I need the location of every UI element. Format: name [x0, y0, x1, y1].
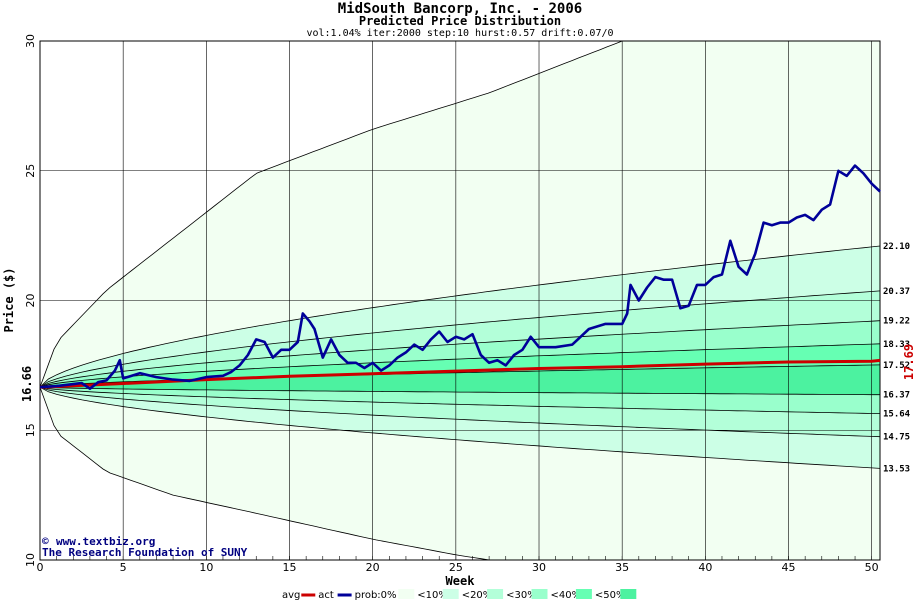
legend-swatch-6: [575, 589, 592, 599]
right-label-22.10: 22.10: [883, 242, 910, 252]
right-label-14.75: 14.75: [883, 433, 910, 443]
percentile-line-0: [40, 386, 880, 469]
right-label-20.37: 20.37: [883, 287, 910, 297]
right-label-16.37: 16.37: [883, 391, 910, 401]
y-tick-10: 10: [24, 553, 37, 567]
right-label-19.22: 19.22: [883, 317, 910, 327]
x-tick-5: 5: [120, 561, 127, 574]
y-axis-label: Price ($): [2, 267, 16, 332]
percentile-line-8: [40, 245, 880, 388]
legend-label-1: act: [318, 590, 334, 600]
end-price-label: 17.69: [902, 344, 916, 380]
legend-label-2: prob:0%: [355, 590, 397, 600]
chart-subtitle: Predicted Price Distribution: [359, 14, 561, 28]
percentile-line-3: [40, 386, 880, 396]
chart-params: vol:1.04% iter:2000 step:10 hurst:0.57 d…: [306, 28, 613, 39]
credit-org: The Research Foundation of SUNY: [42, 546, 248, 559]
percentile-line-2: [40, 386, 880, 414]
legend-swatch-3: [442, 589, 459, 599]
x-tick-40: 40: [698, 561, 712, 574]
x-tick-35: 35: [615, 561, 629, 574]
lower-extreme-line: [40, 387, 492, 560]
grid-lines: [39, 40, 881, 561]
x-axis-label: Week: [446, 574, 476, 588]
band-50: [40, 364, 880, 395]
legend: avg act prob:0% <10% <20% <30% <40% <50%: [282, 589, 637, 600]
right-label-18.33: 18.33: [883, 340, 910, 350]
legend-swatch-5: [531, 589, 548, 599]
legend-label-0: avg: [282, 590, 300, 600]
chart-title: MidSouth Bancorp, Inc. - 2006: [338, 1, 582, 17]
legend-swatch-2: [398, 589, 415, 599]
plot-border: [39, 40, 881, 561]
y-tick-20: 20: [24, 294, 37, 308]
right-label-17.52: 17.52: [883, 361, 910, 371]
tick-labels: 0 5 10 15 20 25 30 35 40 45 50 10 15 20 25 30: [24, 34, 879, 574]
x-tick-45: 45: [782, 561, 796, 574]
legend-label-3: <10%: [417, 590, 448, 600]
legend-swatch-4: [487, 589, 504, 599]
legend-label-6: <40%: [551, 590, 582, 600]
upper-extreme-line: [40, 41, 624, 388]
plot-area: [40, 41, 880, 560]
percentile-line-6: [40, 320, 880, 388]
x-tick-20: 20: [366, 561, 380, 574]
credit-url: www.textbiz.org: [56, 535, 155, 548]
series-act-line: [39, 164, 881, 390]
legend-label-4: <20%: [462, 590, 493, 600]
start-price-label: 16.66: [20, 366, 34, 402]
y-tick-15: 15: [24, 423, 37, 437]
copyright-icon: ©: [42, 535, 49, 548]
y-tick-25: 25: [24, 164, 37, 178]
series-layer: [39, 164, 881, 390]
percentile-line-5: [40, 343, 880, 388]
x-tick-25: 25: [449, 561, 463, 574]
legend-swatch-7: [620, 589, 637, 599]
x-tick-15: 15: [283, 561, 297, 574]
x-tick-0: 0: [37, 561, 44, 574]
right-label-13.53: 13.53: [883, 464, 910, 474]
legend-label-5: <30%: [506, 590, 537, 600]
x-tick-10: 10: [199, 561, 213, 574]
y-tick-30: 30: [24, 34, 37, 48]
legend-label-7: <50%: [595, 590, 626, 600]
x-tick-30: 30: [532, 561, 546, 574]
percentile-line-1: [40, 386, 880, 438]
right-label-15.64: 15.64: [883, 410, 911, 420]
percentile-line-7: [40, 290, 880, 388]
x-tick-50: 50: [865, 561, 879, 574]
right-percentile-labels: 22.10 20.37 19.22 18.33 17.52 16.37 15.64 14.75…: [883, 242, 911, 474]
